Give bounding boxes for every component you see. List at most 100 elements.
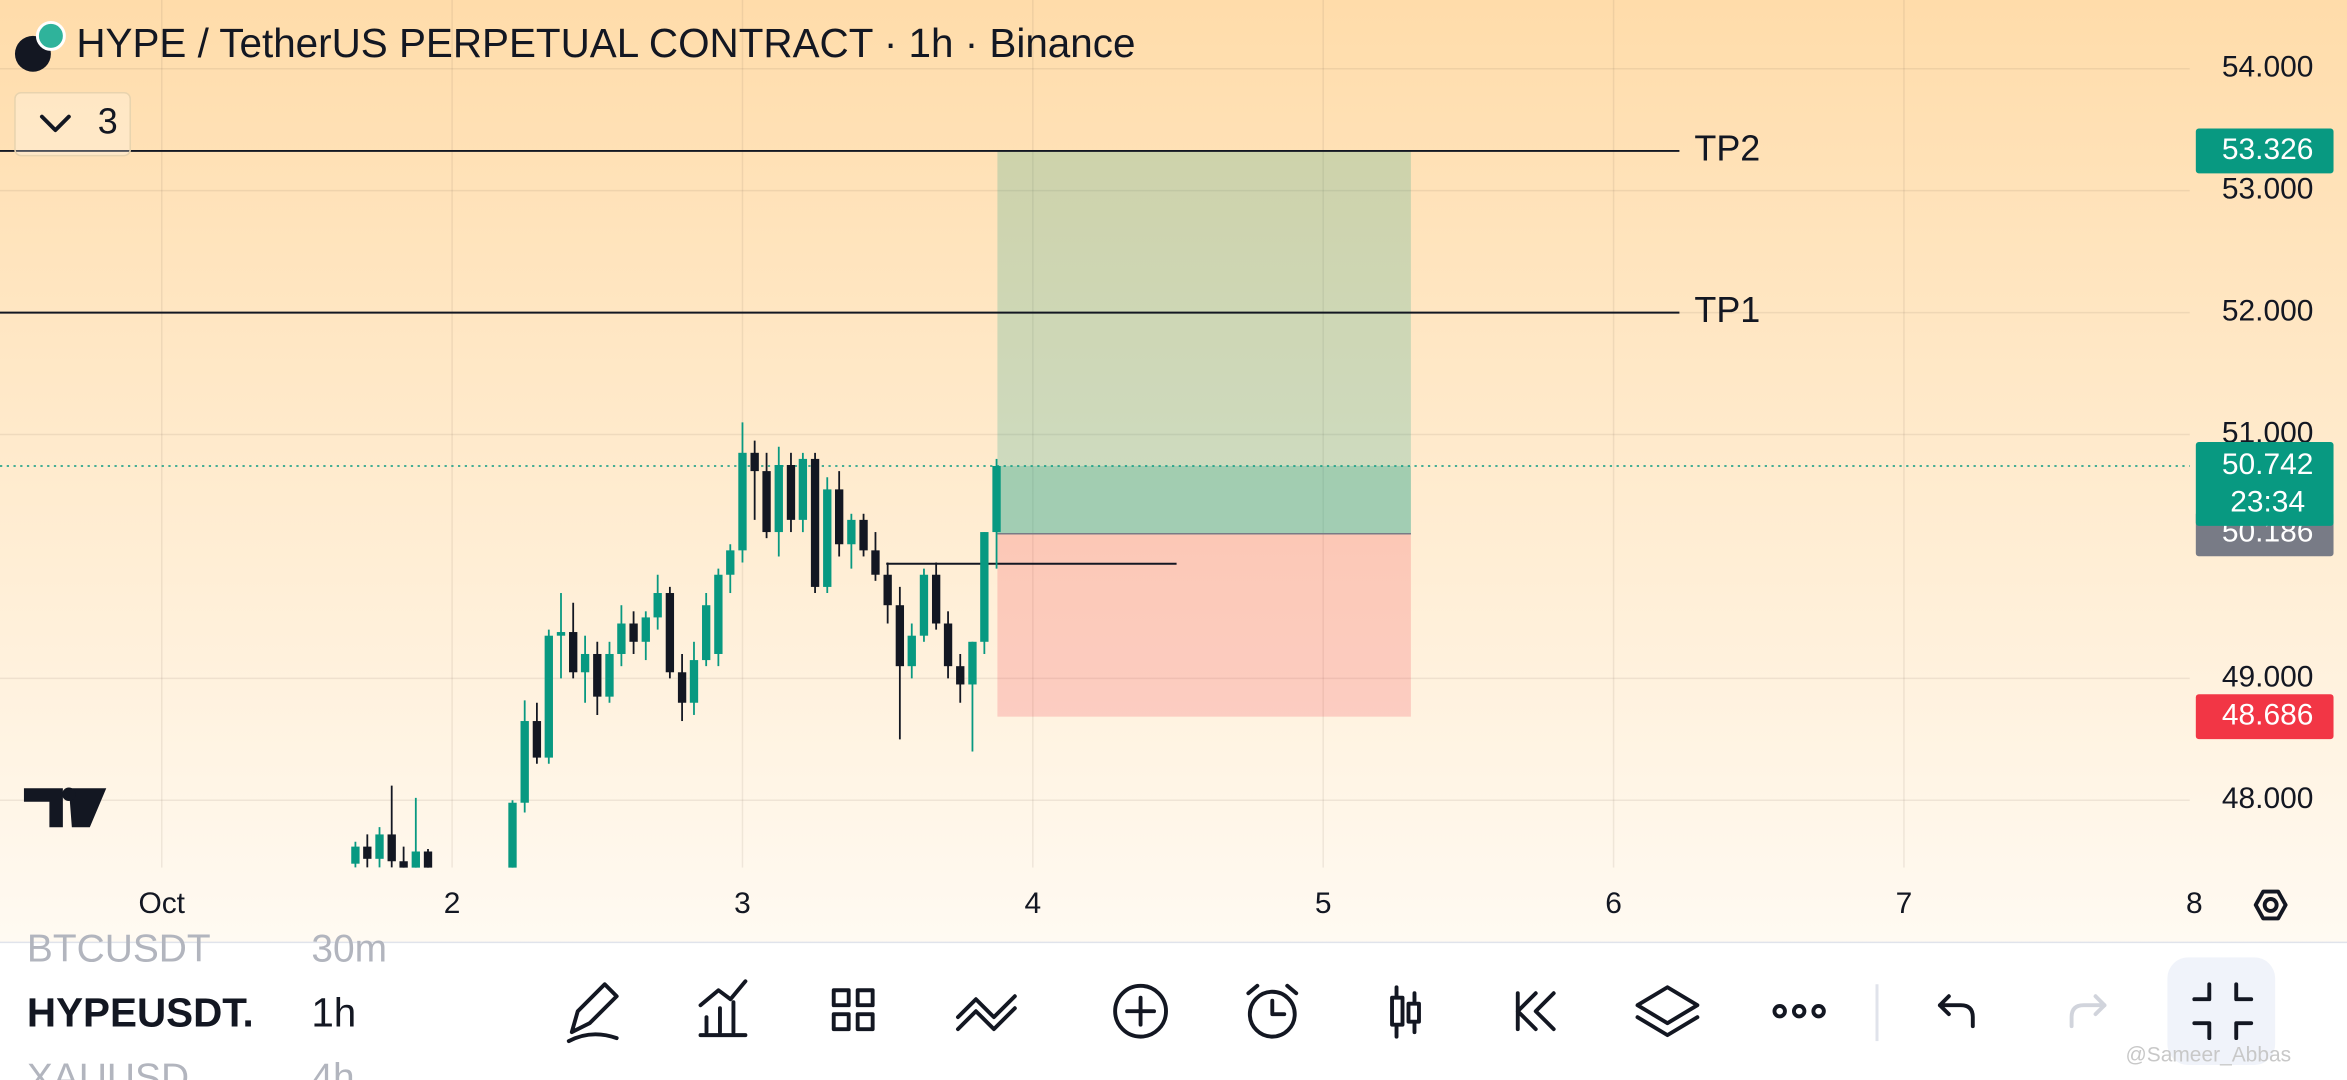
x-tick-label: 6 bbox=[1605, 887, 1622, 920]
candle-body bbox=[931, 574, 941, 624]
candle-body bbox=[544, 635, 553, 758]
watchlist: BTCUSDT 30m HYPEUSDT. 1h XAUUSD 4h bbox=[27, 928, 387, 1080]
candle-body bbox=[883, 574, 892, 606]
x-tick-label: 7 bbox=[1896, 887, 1913, 920]
target-tag bbox=[2195, 128, 2334, 174]
y-tick-label: 48.000 bbox=[2222, 782, 2314, 815]
axes: Oct 2 3 4 5 6 7 848.00049.00051.00052.00053.000… bbox=[138, 51, 2334, 920]
countdown-label: 23:34 bbox=[2230, 485, 2305, 518]
candle-body bbox=[919, 574, 929, 636]
chart-type-button[interactable] bbox=[1390, 985, 1421, 1039]
more-button[interactable] bbox=[1772, 1004, 1787, 1019]
y-tick-label: 54.000 bbox=[2222, 51, 2314, 84]
toolbar-background bbox=[0, 942, 2347, 1080]
price-tag bbox=[2195, 442, 2334, 526]
candle-body bbox=[399, 861, 408, 868]
indicators-button[interactable] bbox=[698, 979, 748, 1038]
candle-body bbox=[992, 465, 1001, 533]
more-button[interactable] bbox=[1791, 1004, 1807, 1019]
candle-body bbox=[907, 635, 916, 667]
alert-button[interactable] bbox=[1247, 989, 1297, 1039]
candle-body bbox=[750, 452, 759, 472]
compare-button[interactable] bbox=[956, 994, 1017, 1032]
candle-body bbox=[835, 489, 844, 545]
fullscreen-button[interactable] bbox=[2167, 957, 2276, 1066]
chevron-icon bbox=[39, 114, 71, 133]
candle-body bbox=[351, 846, 360, 864]
candle-body bbox=[762, 471, 771, 533]
alert-icon bbox=[1246, 983, 1299, 1017]
candle-body bbox=[943, 623, 953, 667]
candle-body bbox=[895, 605, 905, 667]
price-tag-label: 50.742 bbox=[2222, 448, 2314, 481]
chart-background bbox=[0, 0, 2347, 943]
candle-body bbox=[980, 532, 989, 642]
indicator-count[interactable]: 3 bbox=[98, 101, 118, 142]
exchange-logo bbox=[35, 20, 66, 51]
undo-button[interactable] bbox=[1937, 994, 1975, 1029]
stop-tag-label: 48.686 bbox=[2222, 699, 2314, 732]
watchlist-symbol[interactable]: XAUUSD bbox=[27, 1056, 189, 1080]
level-label: TP1 bbox=[1694, 289, 1760, 330]
tv-logo bbox=[23, 788, 107, 828]
candle-body bbox=[665, 593, 675, 673]
layers-button[interactable] bbox=[1635, 985, 1700, 1038]
chart-title: HYPE / TetherUS PERPETUAL CONTRACT · 1h … bbox=[76, 20, 1135, 66]
loss-zone bbox=[997, 533, 1411, 717]
candle-body bbox=[677, 672, 687, 703]
candle-body bbox=[786, 465, 796, 520]
x-tick-label: 8 bbox=[2186, 887, 2203, 920]
candle-body bbox=[520, 721, 529, 803]
profit-zone bbox=[997, 150, 1411, 534]
x-tick-label: 4 bbox=[1025, 887, 1042, 920]
watchlist-symbol[interactable]: BTCUSDT bbox=[27, 928, 211, 971]
indicator-toggle[interactable] bbox=[14, 91, 131, 157]
candle-body bbox=[593, 653, 602, 697]
candle-body bbox=[702, 605, 711, 661]
add-button[interactable] bbox=[1113, 983, 1168, 1039]
candle-body bbox=[653, 593, 662, 618]
candle-body bbox=[508, 802, 517, 868]
watchlist-interval[interactable]: 1h bbox=[311, 989, 356, 1035]
watchlist-interval[interactable]: 4h bbox=[311, 1056, 354, 1080]
candle-body bbox=[532, 721, 542, 758]
candle-body bbox=[738, 452, 747, 551]
layout-button[interactable] bbox=[831, 988, 875, 1032]
candle-body bbox=[871, 550, 880, 575]
watermark: @Sameer_Abbas bbox=[2125, 1044, 2291, 1067]
settings-icon-center bbox=[2262, 897, 2279, 913]
replay-button[interactable] bbox=[1515, 991, 1556, 1032]
target-tag-label: 53.326 bbox=[2222, 133, 2314, 166]
candle-body bbox=[956, 666, 965, 685]
candle-body bbox=[629, 623, 638, 642]
y-tick-label: 49.000 bbox=[2222, 660, 2314, 693]
x-tick-label: Oct bbox=[138, 887, 185, 920]
plot bbox=[0, 149, 2190, 868]
redo-button[interactable] bbox=[2069, 994, 2107, 1029]
watchlist-symbol[interactable]: HYPEUSDT. bbox=[27, 989, 254, 1035]
candle-body bbox=[968, 641, 977, 685]
candle-body bbox=[580, 653, 590, 673]
watchlist-interval[interactable]: 30m bbox=[311, 928, 387, 971]
candle-body bbox=[617, 623, 626, 654]
tv-logo-dot bbox=[62, 787, 76, 802]
x-tick-label: 2 bbox=[444, 887, 461, 920]
candle-body bbox=[847, 519, 856, 545]
settings-icon[interactable] bbox=[2253, 889, 2288, 921]
candle-body bbox=[641, 617, 650, 642]
candle-body bbox=[689, 660, 699, 703]
y-tick-label: 52.000 bbox=[2222, 295, 2314, 328]
exit-fullscreen-icon bbox=[2192, 982, 2254, 1041]
more-button[interactable] bbox=[1811, 1004, 1826, 1019]
x-tick-label: 5 bbox=[1315, 887, 1332, 920]
candle-body bbox=[774, 465, 783, 533]
draw-button[interactable] bbox=[566, 982, 619, 1044]
candle-body bbox=[423, 851, 433, 868]
stop-tag bbox=[2195, 694, 2334, 740]
candle-body bbox=[859, 519, 868, 551]
candle-body bbox=[556, 632, 566, 636]
candle-body bbox=[810, 458, 820, 587]
candle-body bbox=[387, 834, 396, 862]
